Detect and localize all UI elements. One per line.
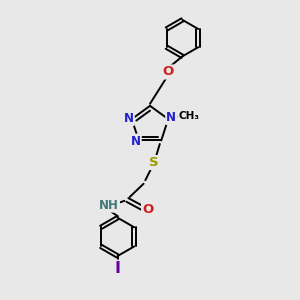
Text: S: S	[149, 156, 159, 169]
Text: N: N	[124, 112, 134, 125]
Text: N: N	[166, 111, 176, 124]
Text: N: N	[131, 134, 141, 148]
Text: I: I	[115, 261, 121, 276]
Text: O: O	[142, 203, 153, 216]
Text: O: O	[162, 65, 173, 79]
Text: CH₃: CH₃	[178, 110, 199, 121]
Text: NH: NH	[99, 199, 119, 212]
